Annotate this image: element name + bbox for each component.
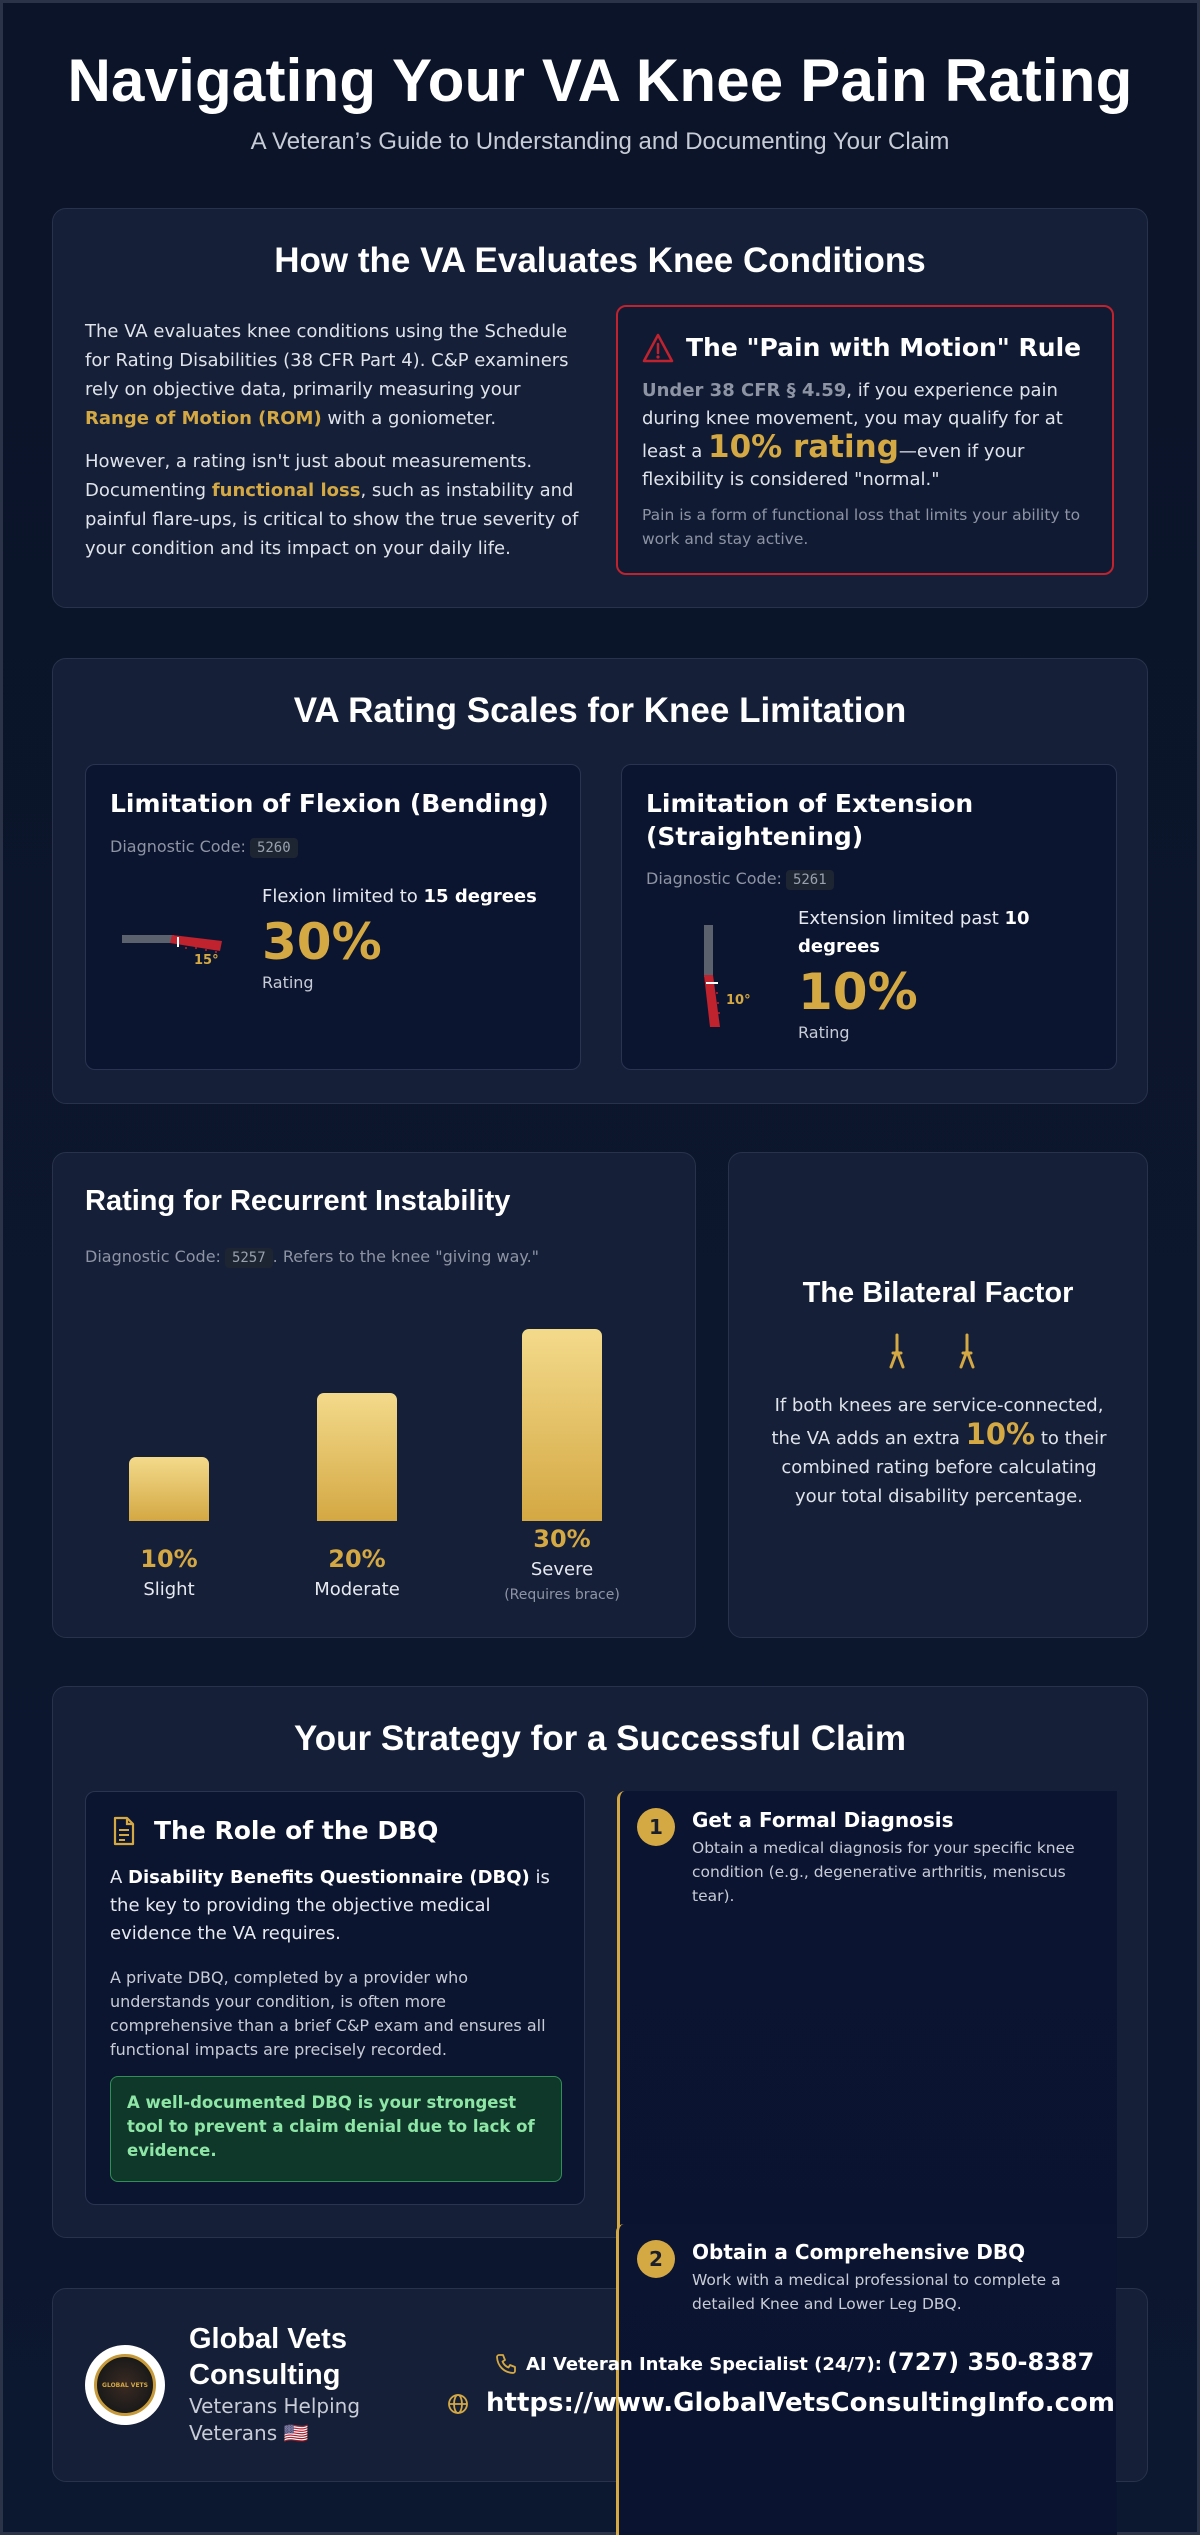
dbq-p1-strong: Disability Benefits Questionnaire (DBQ)	[128, 1867, 530, 1888]
dbq-title: The Role of the DBQ	[154, 1816, 439, 1845]
logo-text: GLOBAL VETS	[102, 2381, 148, 2389]
extension-limit-text: Extension limited past 10 degrees	[798, 905, 1094, 961]
extension-rating-label: Rating	[798, 1023, 850, 1042]
extension-diagnostic-code: Diagnostic Code: 5261	[646, 869, 834, 890]
instability-bar-label: Moderate	[314, 1579, 400, 1600]
step-title: Get a Formal Diagnosis	[692, 1808, 954, 1832]
flexion-card: Limitation of Flexion (Bending) Diagnost…	[85, 764, 581, 1070]
instability-bar	[129, 1457, 209, 1521]
instability-bar	[317, 1393, 397, 1521]
extension-code: 5261	[785, 870, 834, 890]
page-title: Navigating Your VA Knee Pain Rating	[67, 47, 1133, 114]
extension-limit-degrees: 10 degrees	[798, 908, 1030, 957]
evaluation-p2-text: However, a rating isn't just about measu…	[85, 451, 533, 501]
dbq-paragraph-2: A private DBQ, completed by a provider w…	[110, 1968, 546, 2059]
rating-scales-title: VA Rating Scales for Knee Limitation	[293, 691, 907, 730]
flexion-goniometer-icon	[122, 935, 222, 953]
flexion-limit-prefix: Flexion limited to	[262, 886, 424, 907]
page-subtitle: A Veteran’s Guide to Understanding and D…	[250, 128, 950, 155]
extension-title: Limitation of Extension (Straightening)	[646, 789, 974, 851]
extension-rating-pct: 10%	[798, 963, 918, 1021]
extension-degree-label: 10°	[726, 993, 751, 1008]
extension-goniometer-icon	[704, 925, 722, 1027]
dbq-p1-start: A	[110, 1867, 129, 1888]
pain-rule-rating: 10% rating	[708, 429, 899, 465]
steps-column-overflow	[616, 2224, 1116, 2535]
evaluation-p2-end: , such as instability and painful flare-…	[85, 480, 579, 559]
globe-icon	[448, 2394, 468, 2414]
dbq-p1-end: is the key to providing the objective me…	[110, 1867, 550, 1944]
extension-code-label: Diagnostic Code:	[646, 869, 782, 888]
strategy-title: Your Strategy for a Successful Claim	[293, 1719, 907, 1758]
pain-rule-body: Under 38 CFR § 4.59, if you experience p…	[642, 377, 1092, 494]
website-link[interactable]: https://www.GlobalVetsConsultingInfo.com	[486, 2388, 1115, 2418]
evaluation-p1-end: with a goniometer.	[321, 408, 497, 429]
bilateral-text-end: to their combined rating before calculat…	[781, 1428, 1107, 1507]
pain-rule-note: Pain is a form of functional loss that l…	[642, 506, 1081, 548]
instability-bar-pct: 10%	[140, 1545, 198, 1573]
extension-limit-prefix: Extension limited past	[798, 908, 1005, 929]
dbq-paragraph-1: A Disability Benefits Questionnaire (DBQ…	[110, 1864, 562, 1948]
pain-rule-title: The "Pain with Motion" Rule	[686, 333, 1082, 362]
instability-bar-label: Severe	[530, 1559, 594, 1580]
evaluation-paragraph-2: However, a rating isn't just about measu…	[85, 447, 585, 563]
flexion-code: 5260	[249, 838, 298, 858]
instability-bar-pct: 30%	[533, 1525, 591, 1553]
flexion-diagnostic-code: Diagnostic Code: 5260	[110, 837, 298, 858]
instability-bar-label: Slight	[143, 1579, 195, 1600]
instability-code: 5257	[224, 1248, 273, 1268]
dbq-card: The Role of the DBQ A Disability Benefit…	[85, 1791, 585, 2205]
phone-contact[interactable]: AI Veteran Intake Specialist (24/7): (72…	[526, 2348, 1126, 2376]
phone-icon	[496, 2354, 516, 2374]
rating-scales-card: VA Rating Scales for Knee Limitation Lim…	[52, 658, 1148, 1104]
bilateral-text: If both knees are service-connected, the…	[765, 1391, 1113, 1511]
flexion-limit-degrees: 15 degrees	[423, 886, 537, 907]
evaluation-paragraph-1: The VA evaluates knee conditions using t…	[85, 317, 585, 433]
evaluation-p1-text: The VA evaluates knee conditions using t…	[85, 321, 569, 400]
phone-number[interactable]: (727) 350-8387	[887, 2348, 1095, 2376]
flexion-code-label: Diagnostic Code:	[110, 837, 246, 856]
instability-bar-note: (Requires brace)	[504, 1587, 620, 1603]
evaluation-card: How the VA Evaluates Knee Conditions The…	[52, 208, 1148, 608]
instability-card: Rating for Recurrent Instability Diagnos…	[52, 1152, 696, 1638]
document-icon	[113, 1816, 135, 1846]
company-tagline: Veterans Helping Veterans 🇺🇸	[189, 2394, 361, 2445]
bilateral-card: The Bilateral Factor If both knees are s…	[728, 1152, 1148, 1638]
flexion-title: Limitation of Flexion (Bending)	[110, 789, 549, 818]
phone-label: AI Veteran Intake Specialist (24/7):	[526, 2354, 882, 2375]
step-number: 2	[637, 2240, 675, 2278]
rom-highlight: Range of Motion (ROM)	[85, 408, 322, 429]
step-number: 1	[637, 1808, 675, 1846]
instability-diagnostic-code: Diagnostic Code: 5257. Refers to the knee…	[85, 1247, 539, 1268]
pain-with-motion-card: The "Pain with Motion" Rule Under 38 CFR…	[616, 305, 1114, 575]
functional-loss-highlight: functional loss	[211, 480, 361, 501]
instability-bar-pct: 20%	[328, 1545, 386, 1573]
knees-icon	[889, 1333, 975, 1369]
flexion-degree-label: 15°	[194, 953, 219, 968]
extension-card: Limitation of Extension (Straightening) …	[621, 764, 1117, 1070]
step-title: Obtain a Comprehensive DBQ	[692, 2240, 1026, 2264]
evaluation-title: How the VA Evaluates Knee Conditions	[274, 241, 926, 280]
instability-title: Rating for Recurrent Instability	[85, 1185, 511, 1217]
flexion-limit-text: Flexion limited to 15 degrees	[262, 883, 562, 911]
bilateral-pct: 10%	[965, 1417, 1036, 1451]
flexion-rating-pct: 30%	[262, 913, 382, 971]
company-name: Global Vets Consulting	[189, 2323, 347, 2391]
pain-rule-text-end: —even if your flexibility is considered …	[642, 441, 1025, 490]
strategy-card: Your Strategy for a Successful Claim The…	[52, 1686, 1148, 2535]
dbq-callout: A well-documented DBQ is your strongest …	[110, 2076, 562, 2182]
step-description: Work with a medical professional to comp…	[692, 2271, 1061, 2313]
cfr-reference: Under 38 CFR § 4.59	[642, 380, 847, 401]
flexion-rating-label: Rating	[262, 973, 314, 992]
instability-code-note: . Refers to the knee "giving way."	[272, 1247, 540, 1266]
step-description: Obtain a medical diagnosis for your spec…	[692, 1839, 1075, 1905]
instability-bar	[522, 1329, 602, 1521]
logo-emblem: GLOBAL VETS	[94, 2354, 156, 2416]
bilateral-title: The Bilateral Factor	[802, 1277, 1074, 1309]
instability-code-label: Diagnostic Code:	[85, 1247, 221, 1266]
pain-rule-text: , if you experience pain during knee mov…	[642, 380, 1063, 462]
bilateral-text-start: If both knees are service-connected, the…	[771, 1395, 1104, 1449]
warning-icon	[642, 333, 674, 363]
company-logo: GLOBAL VETS	[85, 2345, 165, 2425]
